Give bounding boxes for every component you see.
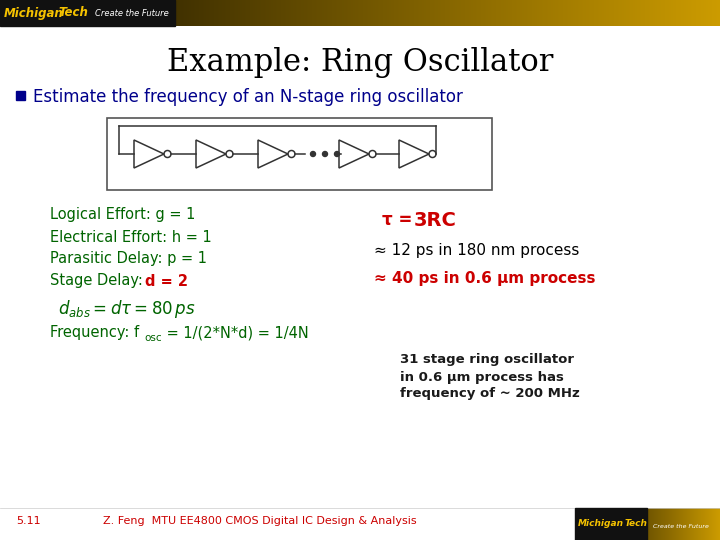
Text: ≈ 40 ps in 0.6 μm process: ≈ 40 ps in 0.6 μm process: [374, 271, 595, 286]
Text: = 1/(2*N*d) = 1/4N: = 1/(2*N*d) = 1/4N: [162, 325, 309, 340]
Text: Example: Ring Oscillator: Example: Ring Oscillator: [167, 46, 553, 78]
Text: Create the Future: Create the Future: [653, 524, 709, 530]
Text: ≈ 12 ps in 180 nm process: ≈ 12 ps in 180 nm process: [374, 242, 580, 258]
Text: frequency of ~ 200 MHz: frequency of ~ 200 MHz: [400, 388, 580, 401]
Bar: [16, 91, 25, 100]
Bar: [575, 508, 647, 540]
Text: Tech: Tech: [58, 6, 88, 19]
Text: Michigan: Michigan: [578, 519, 624, 529]
Circle shape: [310, 152, 315, 157]
Bar: [0, 0, 175, 26]
Text: 5.11: 5.11: [16, 516, 40, 526]
Text: Frequency: f: Frequency: f: [50, 325, 139, 340]
Text: 3RC: 3RC: [414, 211, 457, 229]
Text: Stage Delay:: Stage Delay:: [50, 273, 148, 288]
Text: τ =: τ =: [382, 211, 418, 229]
Circle shape: [323, 152, 328, 157]
Text: in 0.6 μm process has: in 0.6 μm process has: [400, 370, 564, 383]
Text: d = 2: d = 2: [145, 273, 188, 288]
Text: Electrical Effort: h = 1: Electrical Effort: h = 1: [50, 230, 212, 245]
Text: Z. Feng  MTU EE4800 CMOS Digital IC Design & Analysis: Z. Feng MTU EE4800 CMOS Digital IC Desig…: [103, 516, 417, 526]
Text: $d_{abs} = d\tau = 80\,ps$: $d_{abs} = d\tau = 80\,ps$: [58, 298, 196, 320]
Text: Parasitic Delay: p = 1: Parasitic Delay: p = 1: [50, 252, 207, 267]
Text: Logical Effort: g = 1: Logical Effort: g = 1: [50, 207, 195, 222]
Text: Tech: Tech: [625, 519, 648, 529]
Text: Estimate the frequency of an N-stage ring oscillator: Estimate the frequency of an N-stage rin…: [33, 88, 463, 106]
Bar: [107, 118, 492, 190]
Text: osc: osc: [144, 333, 161, 343]
Text: Michigan: Michigan: [4, 6, 64, 19]
Circle shape: [335, 152, 340, 157]
Text: Create the Future: Create the Future: [95, 9, 168, 17]
Text: 31 stage ring oscillator: 31 stage ring oscillator: [400, 354, 574, 367]
